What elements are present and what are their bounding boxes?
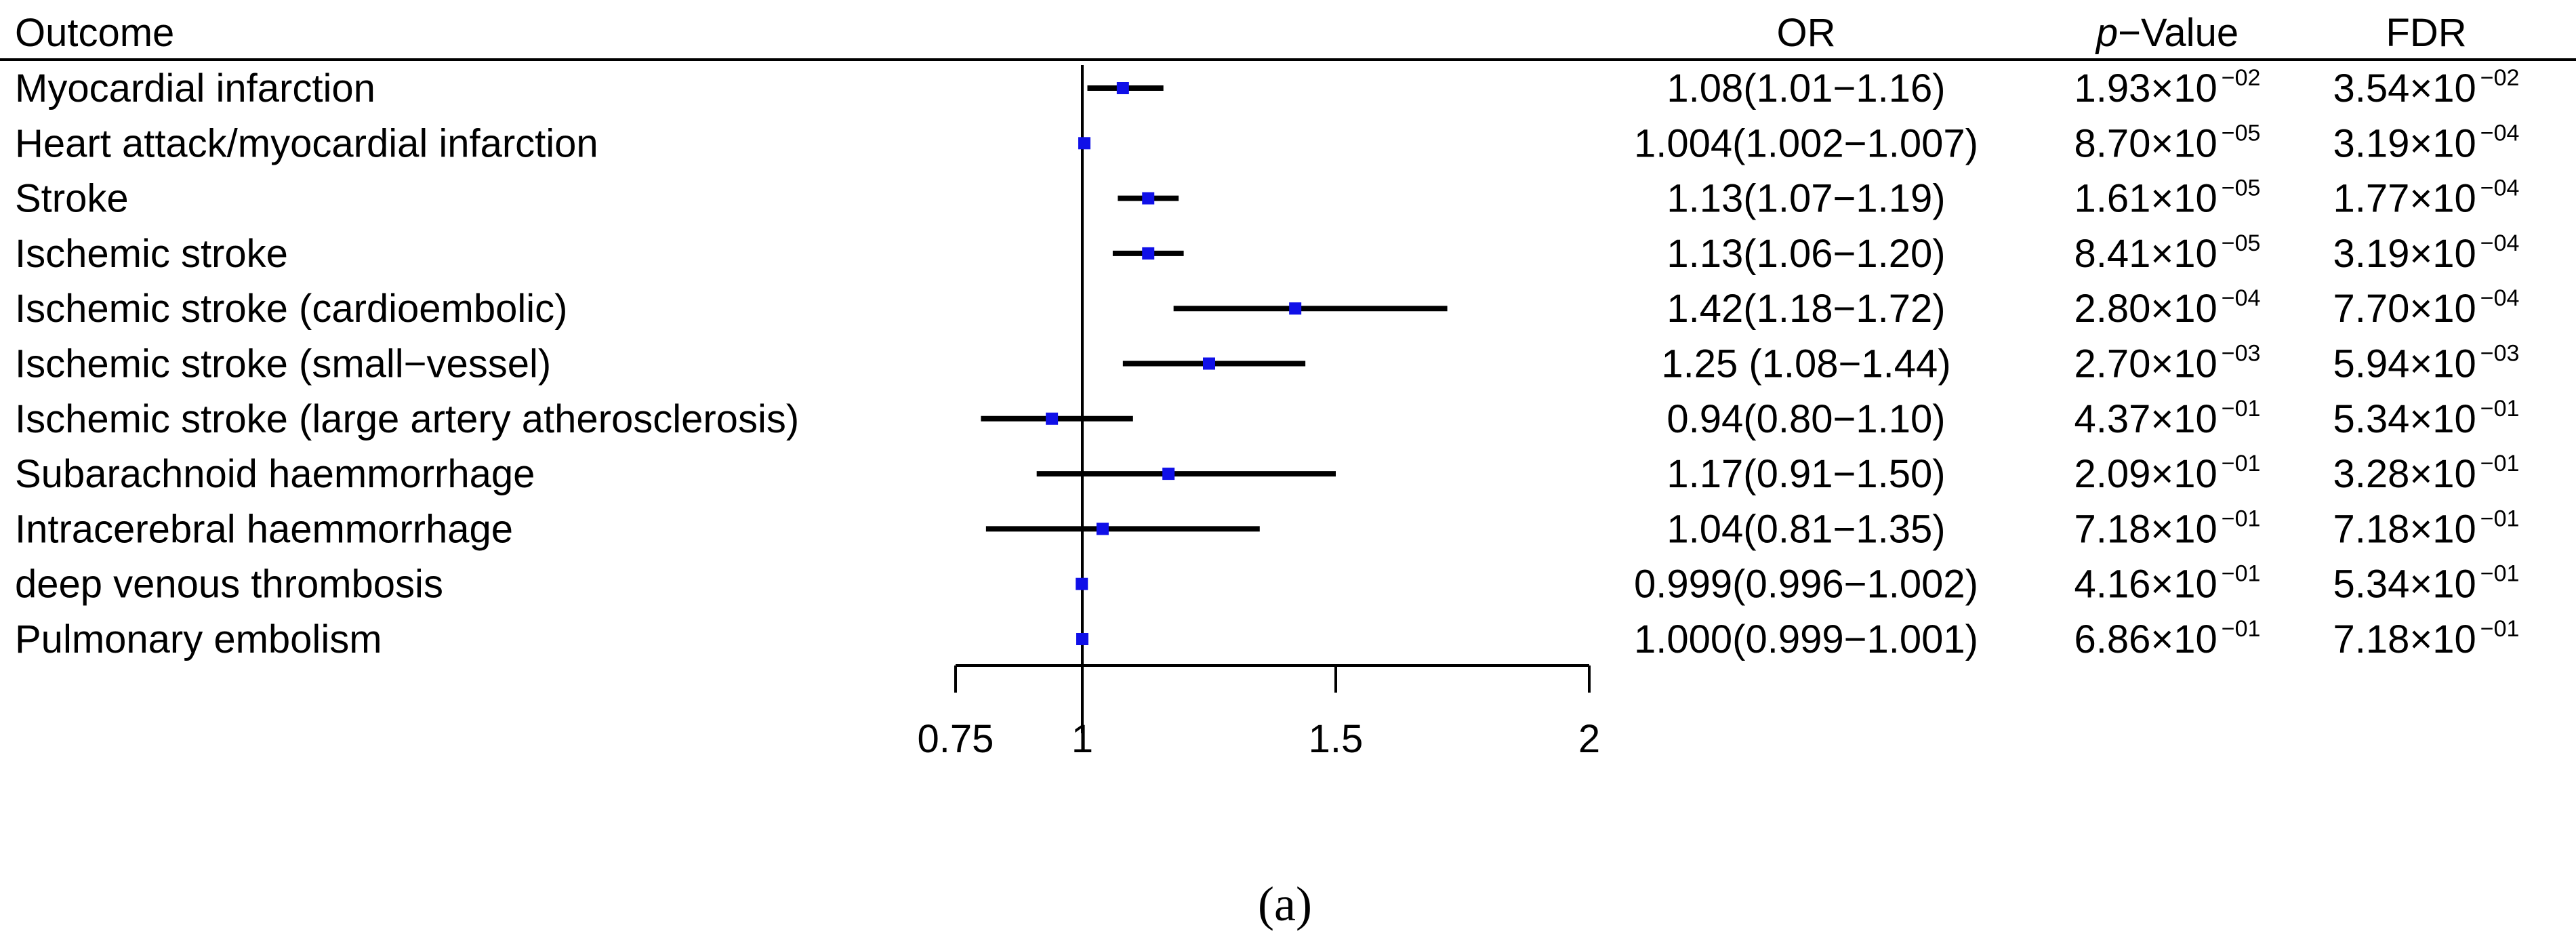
outcome-label: Ischemic stroke (small−vessel) <box>15 342 551 386</box>
p-value-text: 2.80×10 −04 <box>2074 285 2261 331</box>
p-value-text: 8.41×10 −05 <box>2074 230 2261 276</box>
or-marker <box>1046 412 1059 425</box>
outcome-label: Subarachnoid haemmorrhage <box>15 452 535 496</box>
fdr-text: 5.34×10 −01 <box>2333 396 2520 441</box>
forest-row: Intracerebral haemmorrhage 1.04(0.81−1.35… <box>15 506 2519 551</box>
outcome-label: Ischemic stroke (large artery atheroscle… <box>15 397 799 441</box>
or-marker <box>1076 577 1088 590</box>
fdr-text: 7.70×10 −04 <box>2333 285 2520 331</box>
or-ci-text: 1.04(0.81−1.35) <box>1667 507 1945 551</box>
or-marker <box>1162 468 1175 480</box>
or-ci-text: 1.08(1.01−1.16) <box>1667 66 1945 110</box>
or-ci-text: 0.94(0.80−1.10) <box>1667 397 1945 441</box>
outcome-label: deep venous thrombosis <box>15 562 443 607</box>
p-value-text: 6.86×10 −01 <box>2074 616 2261 661</box>
x-tick-label: 1.5 <box>1309 717 1364 761</box>
or-ci-text: 1.004(1.002−1.007) <box>1634 121 1978 165</box>
forest-row: Myocardial infarction 1.08(1.01−1.16) 1.93… <box>15 65 2519 110</box>
x-tick-label: 2 <box>1578 717 1600 761</box>
or-marker <box>1289 302 1302 315</box>
or-ci-text: 1.17(0.91−1.50) <box>1667 452 1945 496</box>
fdr-text: 5.34×10 −01 <box>2333 561 2520 607</box>
forest-row: Heart attack/myocardial infarction 1.004(… <box>15 120 2519 165</box>
x-tick-label: 1 <box>1071 717 1093 761</box>
x-axis: 0.75 1 1.5 2 <box>918 664 1600 761</box>
fdr-text: 3.54×10 −02 <box>2333 65 2520 110</box>
fdr-text: 5.94×10 −03 <box>2333 341 2520 386</box>
fdr-text: 7.18×10 −01 <box>2333 616 2520 661</box>
header-p-rest: −Value <box>2118 11 2238 55</box>
p-value-text: 2.70×10 −03 <box>2074 341 2261 386</box>
or-ci-text: 1.25 (1.08−1.44) <box>1661 342 1950 386</box>
outcome-label: Pulmonary embolism <box>15 617 382 661</box>
header-p-value: p−Value <box>2095 11 2238 55</box>
p-value-text: 1.61×10 −05 <box>2074 176 2261 221</box>
fdr-text: 7.18×10 −01 <box>2333 506 2520 551</box>
or-ci-text: 0.999(0.996−1.002) <box>1634 562 1978 607</box>
or-marker <box>1116 82 1129 94</box>
outcome-label: Myocardial infarction <box>15 66 375 110</box>
forest-row: Ischemic stroke (large artery atheroscle… <box>15 396 2519 441</box>
forest-row: Subarachnoid haemmorrhage 1.17(0.91−1.50)… <box>15 451 2519 496</box>
forest-row: Ischemic stroke (cardioembolic) 1.42(1.18… <box>15 285 2519 331</box>
header-or: OR <box>1777 11 1836 55</box>
header-outcome: Outcome <box>15 11 174 55</box>
outcome-label: Ischemic stroke <box>15 232 288 276</box>
forest-row: deep venous thrombosis 0.999(0.996−1.002)… <box>15 561 2519 607</box>
p-value-text: 2.09×10 −01 <box>2074 451 2261 496</box>
or-ci-text: 1.000(0.999−1.001) <box>1634 617 1978 661</box>
p-value-text: 8.70×10 −05 <box>2074 120 2261 165</box>
x-tick-label: 0.75 <box>918 717 994 761</box>
p-value-text: 4.37×10 −01 <box>2074 396 2261 441</box>
or-ci-text: 1.13(1.07−1.19) <box>1667 177 1945 221</box>
or-ci-text: 1.13(1.06−1.20) <box>1667 232 1945 276</box>
table-header: Outcome OR p−Value FDR <box>0 11 2576 61</box>
outcome-label: Ischemic stroke (cardioembolic) <box>15 287 567 331</box>
p-value-text: 4.16×10 −01 <box>2074 561 2261 607</box>
p-value-text: 1.93×10 −02 <box>2074 65 2261 110</box>
p-value-text: 7.18×10 −01 <box>2074 506 2261 551</box>
forest-row: Ischemic stroke 1.13(1.06−1.20) 8.41×10 −05… <box>15 230 2519 276</box>
or-marker <box>1096 523 1109 535</box>
or-marker <box>1142 192 1155 205</box>
forest-rows: Myocardial infarction 1.08(1.01−1.16) 1.93… <box>15 65 2519 661</box>
figure-caption: (a) <box>1258 877 1312 931</box>
or-marker <box>1076 633 1088 645</box>
outcome-label: Intracerebral haemmorrhage <box>15 507 513 551</box>
or-ci-text: 1.42(1.18−1.72) <box>1667 287 1945 331</box>
header-fdr: FDR <box>2386 11 2466 55</box>
or-marker <box>1142 247 1155 260</box>
fdr-text: 3.28×10 −01 <box>2333 451 2520 496</box>
or-marker <box>1078 137 1090 150</box>
fdr-text: 1.77×10 −04 <box>2333 176 2520 221</box>
forest-row: Stroke 1.13(1.07−1.19) 1.61×10 −05 1.77×10 −0… <box>15 176 2519 221</box>
outcome-label: Stroke <box>15 177 129 221</box>
fdr-text: 3.19×10 −04 <box>2333 230 2520 276</box>
forest-row: Pulmonary embolism 1.000(0.999−1.001) 6.86… <box>15 616 2519 661</box>
header-p-italic: p <box>2095 11 2118 55</box>
outcome-label: Heart attack/myocardial infarction <box>15 121 598 165</box>
or-marker <box>1203 357 1215 370</box>
fdr-text: 3.19×10 −04 <box>2333 120 2520 165</box>
forest-row: Ischemic stroke (small−vessel) 1.25 (1.08… <box>15 341 2519 386</box>
